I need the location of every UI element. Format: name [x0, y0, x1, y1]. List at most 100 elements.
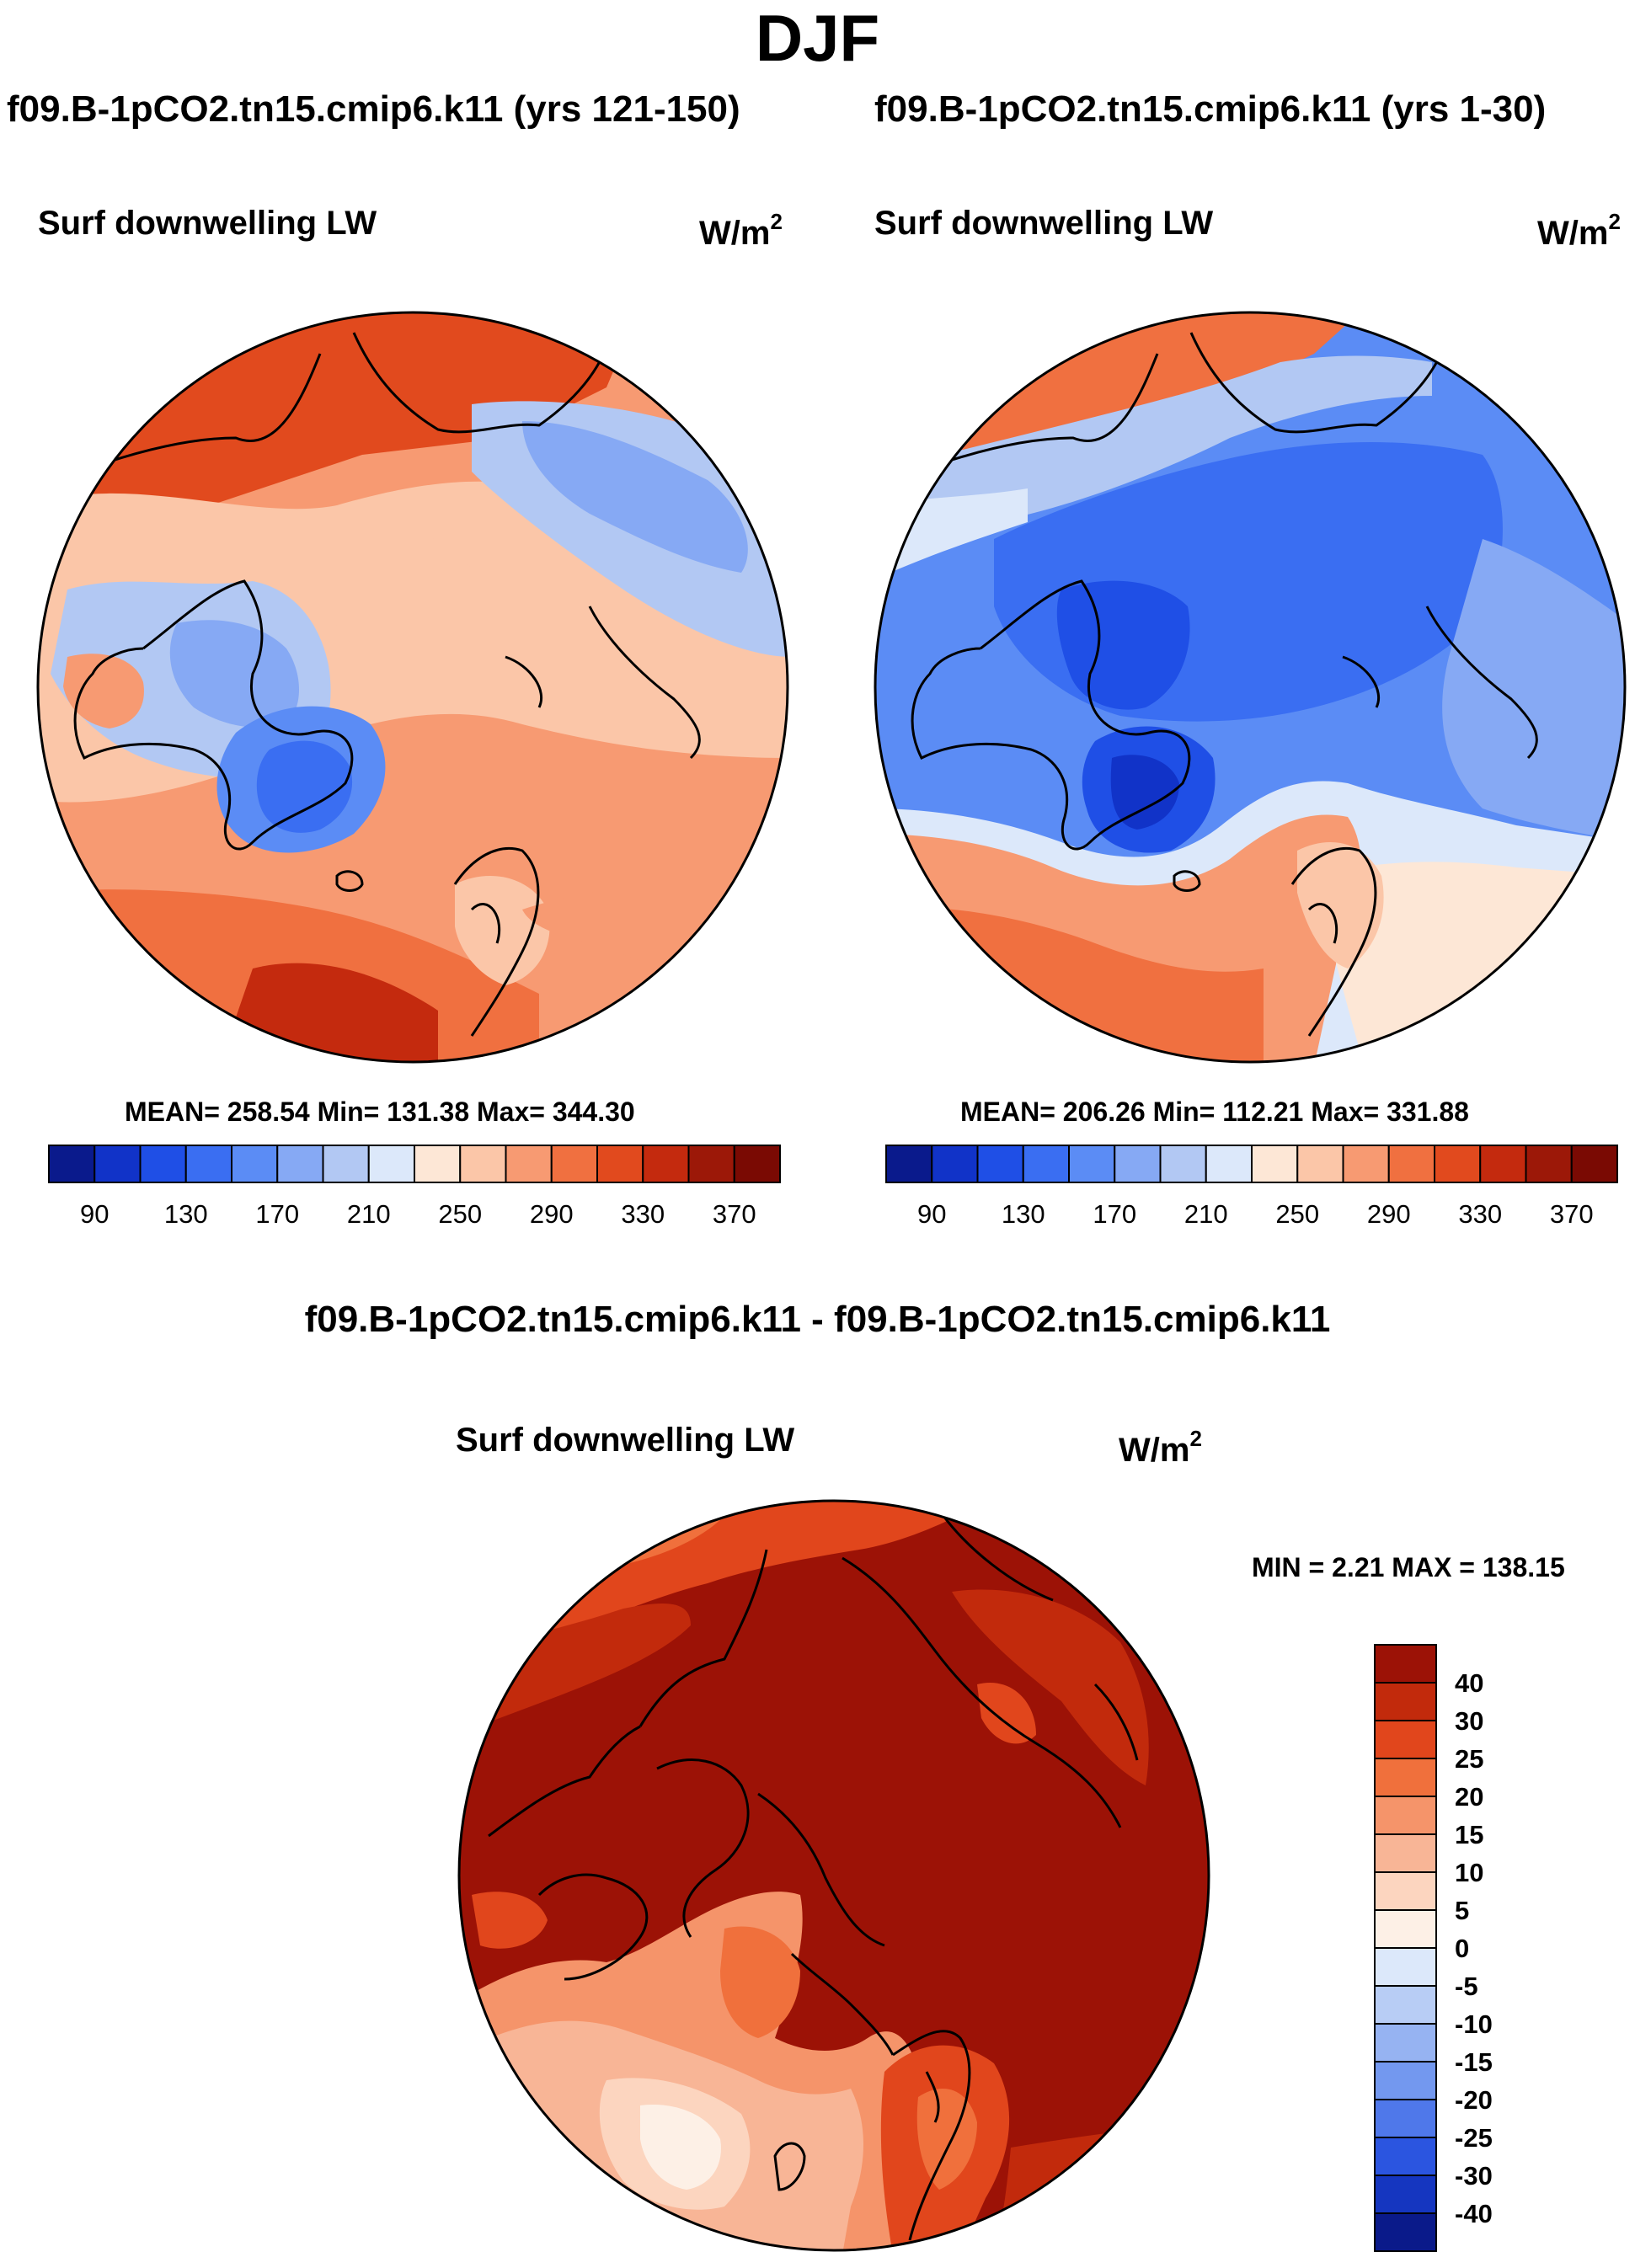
colorbar-left-swatch — [687, 1145, 735, 1183]
map-right-boundary — [874, 311, 1627, 1064]
colorbar-left-swatch — [367, 1145, 415, 1183]
colorbar-difference-tick-label: 5 — [1455, 1896, 1469, 1925]
difference-stats: MIN = 2.21 MAX = 138.15 — [1252, 1552, 1565, 1582]
colorbar-left-tick-label: 250 — [438, 1199, 482, 1229]
colorbar-left: 90 130 170 210 250 290 330 370 — [48, 1145, 781, 1229]
colorbar-difference-swatch — [1374, 1682, 1437, 1721]
colorbar-difference-tick-label: -10 — [1455, 2009, 1493, 2039]
colorbar-left-swatch — [48, 1145, 96, 1183]
colorbar-left-swatch — [322, 1145, 370, 1183]
colorbar-difference-swatch — [1374, 2061, 1437, 2100]
colorbar-difference-tick-label: -30 — [1455, 2161, 1493, 2191]
panel-right-stats: MEAN= 206.26 Min= 112.21 Max= 331.88 — [960, 1097, 1469, 1127]
colorbar-right-tick-label: 90 — [917, 1199, 946, 1229]
colorbar-difference-tick-label: 30 — [1455, 1706, 1483, 1736]
colorbar-difference-swatch — [1374, 1758, 1437, 1797]
colorbar-right: 90 130 170 210 250 290 330 370 — [885, 1145, 1618, 1229]
colorbar-right-swatch — [1525, 1145, 1573, 1183]
colorbar-right-swatch — [1387, 1145, 1435, 1183]
colorbar-left-swatch — [596, 1145, 644, 1183]
colorbar-right-swatch — [1022, 1145, 1070, 1183]
colorbar-right-tick-label: 250 — [1275, 1199, 1319, 1229]
colorbar-difference-swatch — [1374, 1871, 1437, 1911]
colorbar-right-swatch — [1114, 1145, 1162, 1183]
colorbar-left-tick-label: 130 — [164, 1199, 208, 1229]
colorbar-difference-tick-label: -20 — [1455, 2085, 1493, 2115]
colorbar-right-swatch — [1570, 1145, 1618, 1183]
colorbar-difference-swatch — [1374, 1833, 1437, 1873]
colorbar-right-swatch — [1296, 1145, 1344, 1183]
colorbar-left-swatch — [139, 1145, 187, 1183]
colorbar-left-swatch — [414, 1145, 462, 1183]
main-title: DJF — [755, 1, 880, 75]
colorbar-left-tick-label: 210 — [347, 1199, 391, 1229]
panel-right-variable: Surf downwelling LW — [874, 205, 1214, 242]
colorbar-difference-tick-label: 10 — [1455, 1858, 1483, 1887]
map-difference-boundary — [457, 1499, 1210, 2252]
colorbar-difference-tick-label: 0 — [1455, 1934, 1469, 1963]
colorbar-difference-tick-label: -15 — [1455, 2047, 1493, 2077]
colorbar-difference: 40 30 25 20 15 10 5 0 -5 -10 -15 -20 -25 -30 -40 — [1374, 1644, 1493, 2252]
colorbar-difference-swatch — [1374, 1947, 1437, 1987]
map-right-field — [875, 312, 1625, 1062]
panel-right-units: W/m2 — [1537, 209, 1621, 252]
colorbar-left-tick-label: 330 — [621, 1199, 665, 1229]
colorbar-right-swatch — [885, 1145, 933, 1183]
colorbar-right-swatch — [1434, 1145, 1482, 1183]
colorbar-right-swatch — [1205, 1145, 1253, 1183]
colorbar-left-swatch — [184, 1145, 232, 1183]
colorbar-difference-swatch — [1374, 2099, 1437, 2138]
colorbar-left-swatch — [94, 1145, 142, 1183]
colorbar-right-swatch — [1159, 1145, 1207, 1183]
colorbar-right-swatch — [931, 1145, 979, 1183]
difference-title: f09.B-1pCO2.tn15.cmip6.k11 - f09.B-1pCO2… — [304, 1299, 1331, 1340]
colorbar-difference-swatch — [1374, 1644, 1437, 1684]
colorbar-difference-tick-label: 15 — [1455, 1820, 1483, 1849]
map-left-boundary — [36, 311, 789, 1064]
panel-right-run-title: f09.B-1pCO2.tn15.cmip6.k11 (yrs 1-30) — [874, 88, 1547, 130]
colorbar-difference-swatch — [1374, 2023, 1437, 2063]
colorbar-right-swatch — [1342, 1145, 1390, 1183]
colorbar-difference-swatch — [1374, 1720, 1437, 1759]
colorbar-left-swatch — [550, 1145, 598, 1183]
colorbar-difference-swatch — [1374, 1985, 1437, 2025]
difference-units: W/m2 — [1119, 1426, 1202, 1469]
panel-left-stats: MEAN= 258.54 Min= 131.38 Max= 344.30 — [125, 1097, 635, 1127]
colorbar-right-swatch — [1479, 1145, 1527, 1183]
colorbar-difference-tick-label: 40 — [1455, 1668, 1483, 1698]
colorbar-difference-swatch — [1374, 2212, 1437, 2252]
colorbar-right-tick-label: 130 — [1002, 1199, 1045, 1229]
colorbar-left-tick-label: 170 — [255, 1199, 299, 1229]
panel-left-units: W/m2 — [699, 209, 783, 252]
colorbar-difference-swatch — [1374, 2137, 1437, 2176]
colorbar-difference-swatch — [1374, 2175, 1437, 2214]
colorbar-difference-swatch — [1374, 1909, 1437, 1949]
map-difference-coastlines — [488, 1515, 1139, 2241]
colorbar-right-tick-label: 290 — [1367, 1199, 1411, 1229]
colorbar-left-swatch — [642, 1145, 690, 1183]
panel-left-variable: Surf downwelling LW — [38, 205, 377, 242]
colorbar-difference-tick-label: -5 — [1455, 1972, 1478, 2001]
colorbar-difference-swatch — [1374, 1796, 1437, 1835]
colorbar-right-swatch — [976, 1145, 1024, 1183]
colorbar-difference-tick-label: 25 — [1455, 1744, 1483, 1774]
colorbar-left-swatch — [505, 1145, 553, 1183]
colorbar-difference-tick-label: 20 — [1455, 1782, 1483, 1812]
colorbar-left-swatch — [459, 1145, 507, 1183]
colorbar-left-tick-label: 370 — [713, 1199, 756, 1229]
colorbar-left-tick-label: 90 — [80, 1199, 109, 1229]
colorbar-right-tick-label: 330 — [1458, 1199, 1502, 1229]
colorbar-right-swatch — [1251, 1145, 1299, 1183]
colorbar-left-swatch — [231, 1145, 279, 1183]
panel-left-run-title: f09.B-1pCO2.tn15.cmip6.k11 (yrs 121-150) — [7, 88, 740, 130]
colorbar-right-tick-label: 370 — [1550, 1199, 1594, 1229]
colorbar-difference-tick-label: -40 — [1455, 2199, 1493, 2228]
colorbar-right-tick-label: 170 — [1093, 1199, 1136, 1229]
colorbar-left-tick-label: 290 — [530, 1199, 574, 1229]
difference-variable: Surf downwelling LW — [456, 1422, 795, 1459]
colorbar-right-swatch — [1068, 1145, 1116, 1183]
colorbar-right-tick-label: 210 — [1184, 1199, 1228, 1229]
colorbar-left-swatch — [276, 1145, 324, 1183]
colorbar-left-swatch — [733, 1145, 781, 1183]
